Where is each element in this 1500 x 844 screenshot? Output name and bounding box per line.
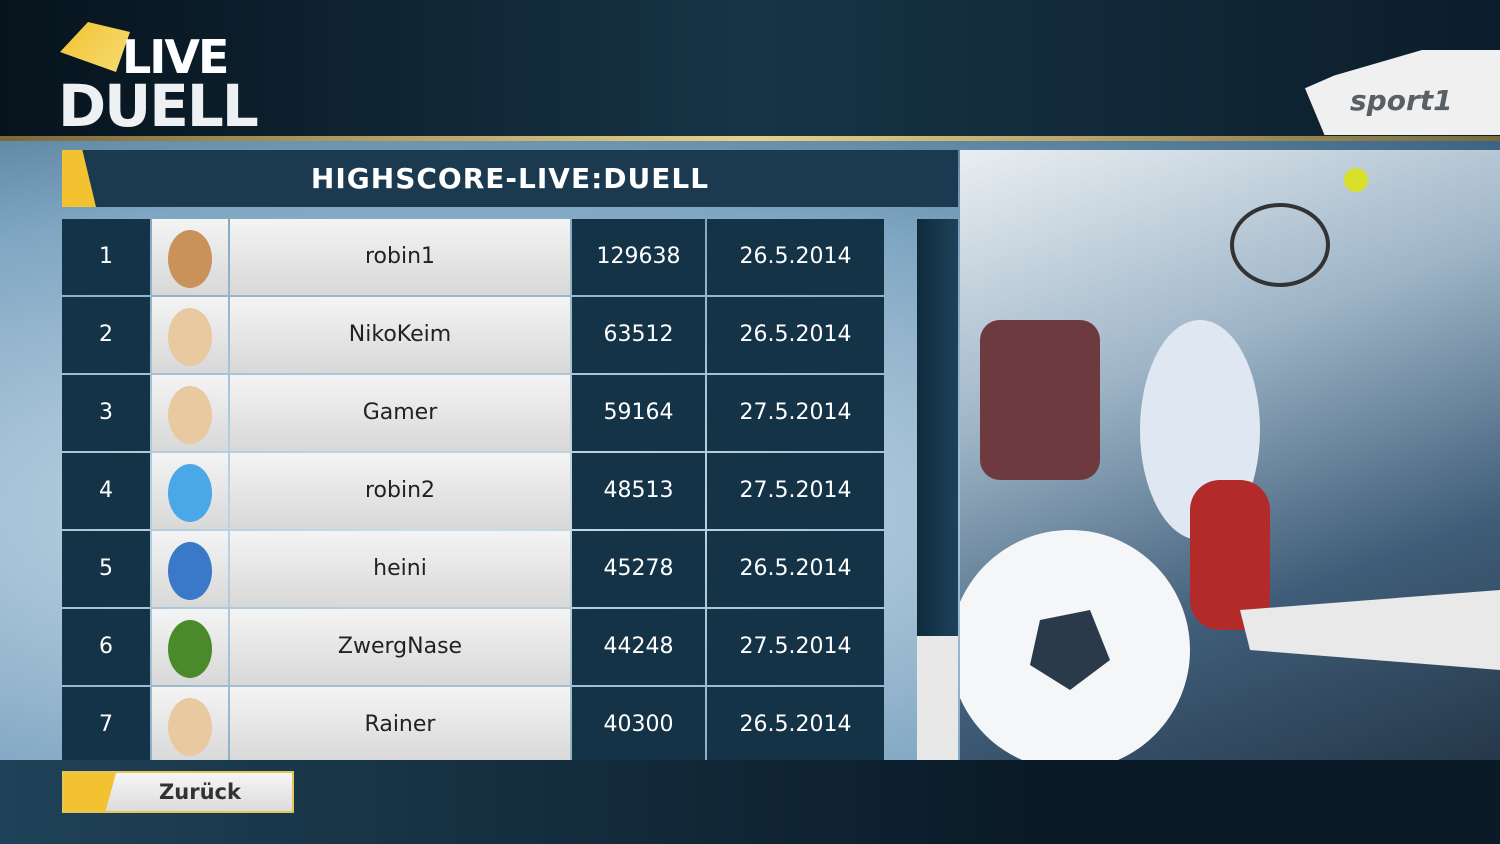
rank: 7 xyxy=(62,687,150,763)
player-name: robin1 xyxy=(230,219,570,295)
avatar-cell xyxy=(152,219,228,295)
avatar xyxy=(168,698,212,756)
rank: 6 xyxy=(62,609,150,685)
score: 59164 xyxy=(572,375,705,451)
race-car xyxy=(1240,590,1500,670)
avatar xyxy=(168,308,212,366)
gold-line xyxy=(0,136,1500,141)
title-bar xyxy=(62,150,958,207)
avatar-cell xyxy=(152,687,228,763)
player-name: robin2 xyxy=(230,453,570,529)
logo-bottom: DUELL xyxy=(58,72,259,140)
player-name: heini xyxy=(230,531,570,607)
rank: 4 xyxy=(62,453,150,529)
score: 44248 xyxy=(572,609,705,685)
score: 48513 xyxy=(572,453,705,529)
player-name: Rainer xyxy=(230,687,570,763)
date: 27.5.2014 xyxy=(707,609,884,685)
rank: 3 xyxy=(62,375,150,451)
header xyxy=(0,0,1500,140)
player-name: ZwergNase xyxy=(230,609,570,685)
rank: 1 xyxy=(62,219,150,295)
avatar xyxy=(168,542,212,600)
date: 26.5.2014 xyxy=(707,687,884,763)
player-name: NikoKeim xyxy=(230,297,570,373)
date: 26.5.2014 xyxy=(707,531,884,607)
avatar-face xyxy=(168,464,212,522)
rank: 2 xyxy=(62,297,150,373)
rank: 5 xyxy=(62,531,150,607)
date: 27.5.2014 xyxy=(707,453,884,529)
avatar-cell xyxy=(152,531,228,607)
avatar-face xyxy=(168,620,212,678)
title: HIGHSCORE-LIVE:DUELL xyxy=(310,162,710,195)
avatar xyxy=(168,230,212,288)
date: 26.5.2014 xyxy=(707,219,884,295)
date: 26.5.2014 xyxy=(707,297,884,373)
score: 63512 xyxy=(572,297,705,373)
avatar-face xyxy=(168,542,212,600)
score: 45278 xyxy=(572,531,705,607)
avatar xyxy=(168,464,212,522)
brand: sport1 xyxy=(1350,84,1453,117)
avatar-cell xyxy=(152,453,228,529)
avatar-face xyxy=(168,386,212,444)
score: 129638 xyxy=(572,219,705,295)
player-name: Gamer xyxy=(230,375,570,451)
avatar xyxy=(168,386,212,444)
avatar-cell xyxy=(152,375,228,451)
avatar-cell xyxy=(152,609,228,685)
score: 40300 xyxy=(572,687,705,763)
avatar-face xyxy=(168,230,212,288)
racket xyxy=(1230,203,1330,287)
artwork xyxy=(950,168,1500,770)
player-shirt xyxy=(980,320,1100,480)
sports-artwork xyxy=(950,150,1500,770)
back-label[interactable]: Zurück xyxy=(159,780,241,804)
avatar xyxy=(168,620,212,678)
date: 27.5.2014 xyxy=(707,375,884,451)
avatar-face xyxy=(168,698,212,756)
motorbike xyxy=(1190,480,1270,630)
logo-top: LIVE xyxy=(122,30,229,84)
tennis-ball xyxy=(1344,168,1368,192)
avatar-face xyxy=(168,308,212,366)
ball-patch xyxy=(1030,610,1110,690)
scroll-thumb[interactable] xyxy=(917,219,958,636)
avatar-cell xyxy=(152,297,228,373)
